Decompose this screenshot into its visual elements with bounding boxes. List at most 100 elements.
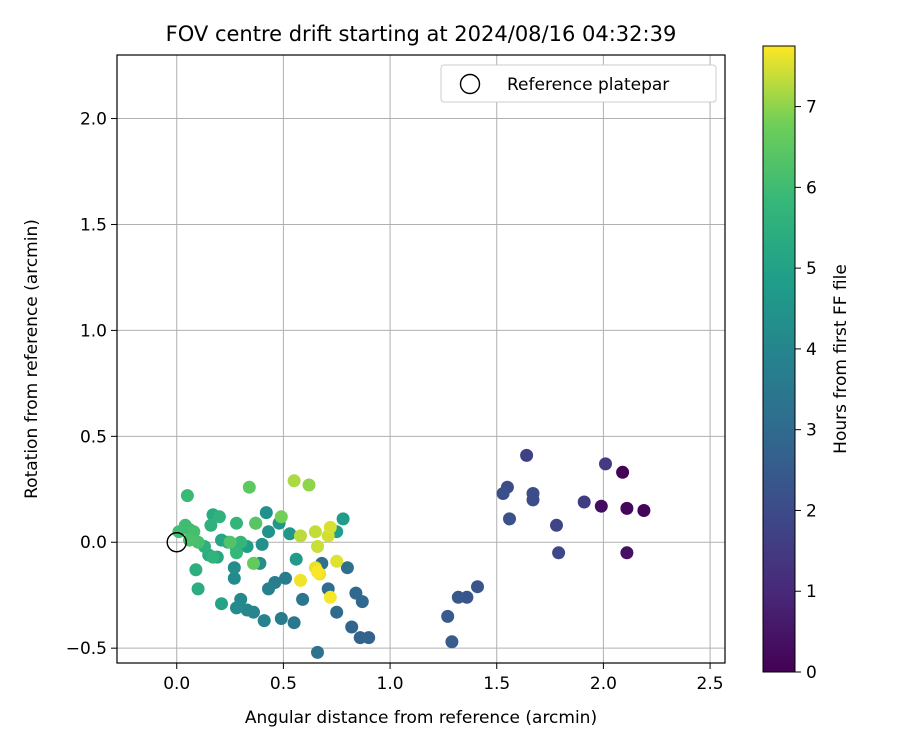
scatter-point — [257, 614, 271, 628]
colorbar: 0 1 2 3 4 5 6 7 Hours from first FF file — [762, 45, 851, 683]
scatter-point — [259, 506, 273, 520]
colorbar-gradient — [762, 45, 796, 673]
legend-label: Reference platepar — [507, 75, 669, 95]
scatter-point — [294, 529, 307, 543]
scatter-point — [279, 571, 292, 585]
x-tick-label: 2.5 — [697, 674, 724, 694]
scatter-point — [445, 635, 459, 649]
y-tick-label: −0.5 — [66, 639, 107, 659]
colorbar-tick-label: 7 — [806, 98, 817, 118]
scatter-point — [262, 525, 275, 539]
scatter-point — [441, 609, 455, 623]
scatter-point — [616, 465, 630, 479]
scatter-point — [287, 616, 301, 630]
colorbar-tick-label: 3 — [806, 421, 817, 441]
scatter-point — [283, 527, 297, 541]
x-axis: 0.0 0.5 1.0 1.5 2.0 2.5 — [163, 663, 724, 694]
scatter-point — [552, 546, 566, 560]
x-tick-label: 2.0 — [590, 674, 617, 694]
scatter-point — [274, 612, 288, 625]
x-tick-label: 1.5 — [483, 674, 510, 694]
colorbar-tick-label: 1 — [806, 582, 817, 602]
x-axis-label: Angular distance from reference (arcmin) — [245, 708, 597, 728]
scatter-point — [294, 573, 307, 587]
colorbar-label: Hours from first FF file — [831, 264, 851, 454]
scatter-point — [577, 495, 591, 509]
scatter-point — [240, 603, 254, 617]
scatter-point — [353, 631, 367, 645]
scatter-point — [204, 518, 218, 532]
scatter-point — [289, 552, 303, 566]
legend-box — [440, 64, 717, 103]
reference-marker — [166, 532, 187, 553]
scatter-point — [336, 512, 350, 526]
scatter-point — [227, 571, 241, 585]
scatter-point — [520, 448, 534, 462]
scatter-point — [620, 501, 634, 515]
scatter-point — [189, 563, 203, 577]
x-tick-label: 1.0 — [377, 674, 404, 694]
y-axis: −0.5 0.0 0.5 1.0 1.5 2.0 — [66, 110, 117, 659]
y-tick-label: 1.5 — [80, 215, 107, 235]
colorbar-tick-label: 4 — [806, 340, 817, 360]
y-tick-label: 2.0 — [80, 110, 107, 130]
scatter-point — [550, 518, 563, 532]
scatter-point — [637, 504, 651, 517]
scatter-point — [230, 601, 243, 615]
scatter-point — [287, 474, 301, 488]
y-tick-label: 0.0 — [80, 533, 107, 553]
scatter-point — [311, 565, 324, 579]
colorbar-ticks: 0 1 2 3 4 5 6 7 — [795, 98, 817, 683]
scatter-series — [172, 448, 651, 659]
colorbar-tick-label: 2 — [806, 501, 817, 521]
scatter-point — [311, 540, 324, 553]
scatter-point — [345, 620, 359, 634]
scatter-point — [234, 535, 248, 549]
scatter-point — [308, 525, 322, 539]
scatter-point — [191, 582, 205, 596]
scatter-point — [323, 520, 337, 534]
scatter-point — [349, 586, 363, 600]
scatter-point — [183, 533, 196, 547]
scatter-point — [340, 561, 354, 575]
scatter-point — [323, 590, 337, 604]
x-tick-label: 0.5 — [270, 674, 297, 694]
scatter-point — [206, 550, 220, 564]
chart-title: FOV centre drift starting at 2024/08/16 … — [166, 22, 677, 46]
reference-platepar-marker — [166, 532, 187, 553]
scatter-point — [262, 582, 275, 596]
x-tick-label: 0.0 — [163, 674, 190, 694]
legend-marker-icon — [459, 73, 481, 95]
scatter-point — [215, 597, 228, 611]
plot-frame — [116, 54, 726, 664]
scatter-point — [296, 592, 310, 606]
scatter-point — [227, 561, 241, 575]
scatter-point — [311, 645, 324, 659]
scatter-point — [594, 499, 608, 513]
scatter-point — [255, 537, 269, 551]
scatter-point — [496, 487, 510, 500]
colorbar-tick-label: 6 — [806, 178, 817, 198]
scatter-point — [599, 457, 612, 471]
y-tick-label: 0.5 — [80, 427, 107, 447]
scatter-point — [242, 480, 256, 494]
scatter-point — [451, 590, 465, 604]
scatter-point — [503, 512, 516, 526]
scatter-point — [230, 546, 243, 560]
grid-lines — [117, 55, 725, 663]
scatter-point — [330, 554, 344, 568]
colorbar-tick-label: 0 — [806, 663, 817, 683]
y-axis-label: Rotation from reference (arcmin) — [22, 219, 42, 499]
legend: Reference platepar — [440, 64, 717, 103]
scatter-point — [302, 478, 316, 492]
scatter-point — [249, 516, 263, 530]
scatter-point — [247, 556, 260, 570]
scatter-point — [330, 605, 344, 619]
scatter-point — [526, 493, 540, 507]
scatter-point — [223, 535, 237, 549]
scatter-point — [180, 489, 194, 503]
scatter-point — [230, 516, 243, 530]
y-tick-label: 1.0 — [80, 321, 107, 341]
scatter-point — [471, 580, 484, 594]
